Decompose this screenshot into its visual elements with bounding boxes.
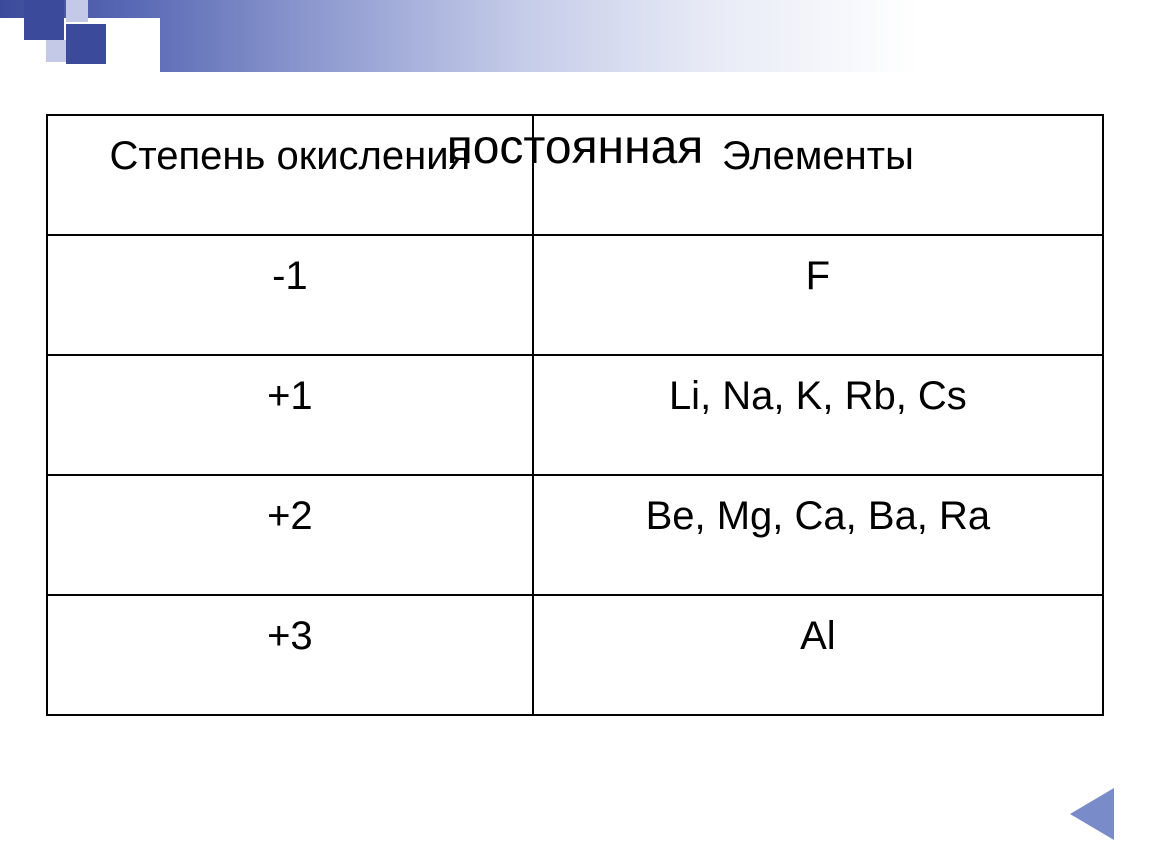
table-row: -1 F	[47, 235, 1103, 355]
oxidation-table-container: Степень окисления Элементы -1 F +1 Li, N…	[46, 114, 1104, 716]
cell-oxidation: +2	[47, 475, 533, 595]
table-row: +3 Al	[47, 595, 1103, 715]
decor-square-light-1	[66, 0, 88, 22]
col-header-oxidation: Степень окисления	[47, 115, 533, 235]
cell-oxidation: +3	[47, 595, 533, 715]
cell-elements: Be, Mg, Ca, Ba, Ra	[533, 475, 1103, 595]
decor-square-dark-2	[66, 24, 106, 64]
cell-elements: Li, Na, K, Rb, Cs	[533, 355, 1103, 475]
table-row: +2 Be, Mg, Ca, Ba, Ra	[47, 475, 1103, 595]
table-header-row: Степень окисления Элементы	[47, 115, 1103, 235]
col-header-elements: Элементы	[533, 115, 1103, 235]
cell-elements: Al	[533, 595, 1103, 715]
table-row: +1 Li, Na, K, Rb, Cs	[47, 355, 1103, 475]
header-gradient	[0, 0, 1150, 72]
cell-oxidation: -1	[47, 235, 533, 355]
decor-square-dark-1	[24, 0, 64, 40]
cell-oxidation: +1	[47, 355, 533, 475]
nav-back-icon[interactable]	[1070, 788, 1114, 840]
cell-elements: F	[533, 235, 1103, 355]
oxidation-table: Степень окисления Элементы -1 F +1 Li, N…	[46, 114, 1104, 716]
decor-square-light-2	[46, 40, 68, 62]
